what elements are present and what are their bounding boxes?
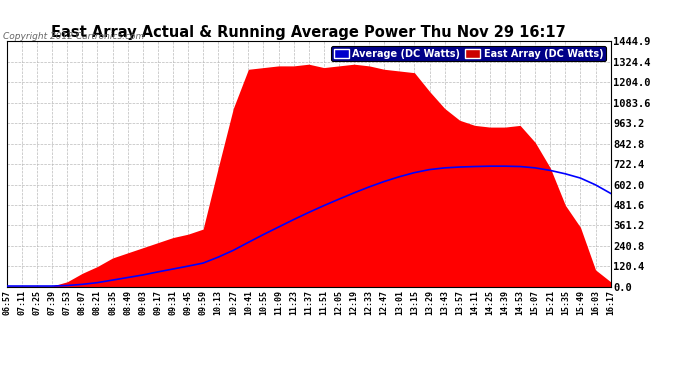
Text: Copyright 2012 Cartronics.com: Copyright 2012 Cartronics.com bbox=[3, 32, 145, 41]
Legend: Average (DC Watts), East Array (DC Watts): Average (DC Watts), East Array (DC Watts… bbox=[331, 46, 606, 61]
Title: East Array Actual & Running Average Power Thu Nov 29 16:17: East Array Actual & Running Average Powe… bbox=[51, 25, 566, 40]
